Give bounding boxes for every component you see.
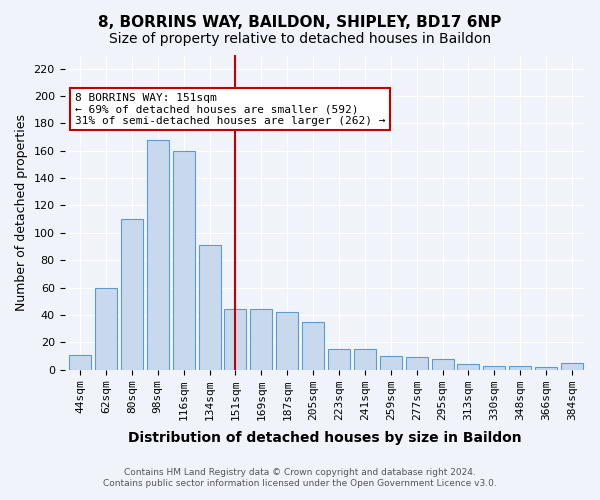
Text: Size of property relative to detached houses in Baildon: Size of property relative to detached ho… [109,32,491,46]
Bar [535,367,557,370]
Bar [199,245,221,370]
Bar [561,363,583,370]
Y-axis label: Number of detached properties: Number of detached properties [15,114,28,311]
Bar [173,151,194,370]
Bar [224,310,247,370]
Bar [457,364,479,370]
Bar [380,356,402,370]
Bar [147,140,169,370]
Bar [250,310,272,370]
Bar [484,366,505,370]
Bar [354,349,376,370]
Bar [509,366,531,370]
X-axis label: Distribution of detached houses by size in Baildon: Distribution of detached houses by size … [128,431,521,445]
Bar [431,358,454,370]
Bar [95,288,117,370]
Bar [276,312,298,370]
Bar [328,349,350,370]
Text: 8, BORRINS WAY, BAILDON, SHIPLEY, BD17 6NP: 8, BORRINS WAY, BAILDON, SHIPLEY, BD17 6… [98,15,502,30]
Text: Contains HM Land Registry data © Crown copyright and database right 2024.
Contai: Contains HM Land Registry data © Crown c… [103,468,497,487]
Bar [406,358,428,370]
Bar [69,354,91,370]
Bar [121,219,143,370]
Bar [302,322,324,370]
Text: 8 BORRINS WAY: 151sqm
← 69% of detached houses are smaller (592)
31% of semi-det: 8 BORRINS WAY: 151sqm ← 69% of detached … [75,93,385,126]
